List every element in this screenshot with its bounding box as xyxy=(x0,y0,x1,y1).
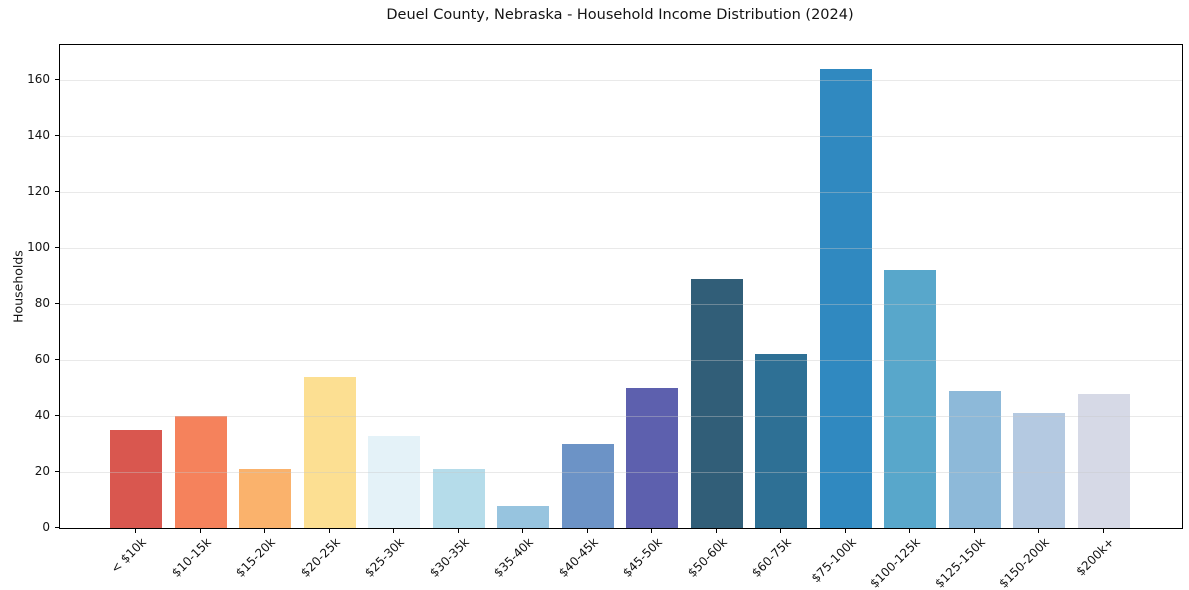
bar-20-25k xyxy=(303,376,356,528)
gridline-y-60 xyxy=(60,359,1182,361)
y-tick-mark-100 xyxy=(55,247,59,248)
x-tick-label-1: $10-15k xyxy=(168,535,214,580)
y-tick-label-40: 40 xyxy=(34,408,50,422)
gridline-y-100 xyxy=(60,247,1182,249)
y-tick-mark-0 xyxy=(55,527,59,528)
y-tick-label-0: 0 xyxy=(42,520,50,534)
bar-200k xyxy=(1077,393,1130,528)
x-tick-mark-11 xyxy=(844,528,846,533)
bar-35-40k xyxy=(497,505,549,528)
x-tick-mark-15 xyxy=(1102,528,1104,533)
bar-10k xyxy=(110,430,162,528)
x-tick-mark-4 xyxy=(393,528,394,533)
gridline-y-80 xyxy=(60,303,1182,305)
y-tick-label-120: 120 xyxy=(27,184,50,198)
x-tick-mark-10 xyxy=(780,528,781,533)
y-tick-mark-20 xyxy=(55,471,59,472)
x-tick-mark-6 xyxy=(522,528,523,533)
x-tick-label-3: $20-25k xyxy=(297,535,343,580)
y-tick-mark-140 xyxy=(55,135,59,136)
gridline-y-140 xyxy=(60,135,1182,137)
bar-15-20k xyxy=(239,469,291,528)
x-tick-label-9: $50-60k xyxy=(684,535,730,580)
bar-100-125k xyxy=(884,270,936,528)
x-tick-label-14: $150-200k xyxy=(996,535,1052,590)
y-tick-mark-80 xyxy=(55,303,59,304)
chart-title: Deuel County, Nebraska - Household Incom… xyxy=(386,7,854,23)
x-tick-label-2: $15-20k xyxy=(233,535,278,580)
x-tick-mark-7 xyxy=(586,528,588,533)
x-tick-mark-8 xyxy=(651,528,652,533)
gridline-y-160 xyxy=(60,79,1182,81)
x-tick-mark-1 xyxy=(199,528,201,533)
x-tick-mark-2 xyxy=(264,528,265,533)
bar-45-50k xyxy=(626,388,678,528)
y-tick-label-60: 60 xyxy=(34,352,50,366)
y-tick-label-140: 140 xyxy=(27,128,50,142)
bar-25-30k xyxy=(368,435,420,528)
gridline-y-20 xyxy=(60,471,1182,473)
y-tick-label-80: 80 xyxy=(34,296,50,310)
x-tick-label-11: $75-100k xyxy=(808,535,859,586)
x-tick-label-13: $125-150k xyxy=(931,535,988,590)
y-tick-label-160: 160 xyxy=(27,72,50,86)
y-tick-mark-40 xyxy=(55,415,59,416)
x-tick-label-8: $45-50k xyxy=(620,535,665,580)
bar-60-75k xyxy=(755,354,807,528)
gridline-y-40 xyxy=(60,415,1182,417)
bar-150-200k xyxy=(1013,413,1065,528)
x-tick-mark-3 xyxy=(328,528,330,533)
x-tick-label-15: $200k+ xyxy=(1072,535,1117,579)
y-tick-mark-160 xyxy=(55,79,59,80)
plot-area xyxy=(59,44,1183,529)
bar-40-45k xyxy=(561,444,614,528)
x-tick-label-10: $60-75k xyxy=(749,535,794,580)
bar-30-35k xyxy=(432,469,485,528)
bar-50-60k xyxy=(690,278,743,528)
x-tick-mark-9 xyxy=(715,528,717,533)
x-tick-label-4: $25-30k xyxy=(362,535,407,580)
bar-125-150k xyxy=(948,390,1001,528)
x-tick-mark-12 xyxy=(909,528,910,533)
x-tick-label-7: $40-45k xyxy=(555,535,601,580)
x-tick-label-6: $35-40k xyxy=(491,535,536,580)
x-tick-mark-13 xyxy=(973,528,975,533)
gridline-y-120 xyxy=(60,191,1182,193)
y-tick-label-100: 100 xyxy=(27,240,50,254)
x-tick-label-5: $30-35k xyxy=(426,535,472,580)
bar-10-15k xyxy=(174,416,227,528)
x-tick-mark-5 xyxy=(457,528,459,533)
x-tick-mark-14 xyxy=(1038,528,1039,533)
y-tick-label-20: 20 xyxy=(34,464,50,478)
x-tick-label-0: < $10k xyxy=(108,535,149,576)
y-tick-mark-120 xyxy=(55,191,59,192)
x-tick-label-12: $100-125k xyxy=(867,535,923,590)
bar-75-100k xyxy=(819,68,872,528)
y-tick-mark-60 xyxy=(55,359,59,360)
x-tick-mark-0 xyxy=(135,528,136,533)
